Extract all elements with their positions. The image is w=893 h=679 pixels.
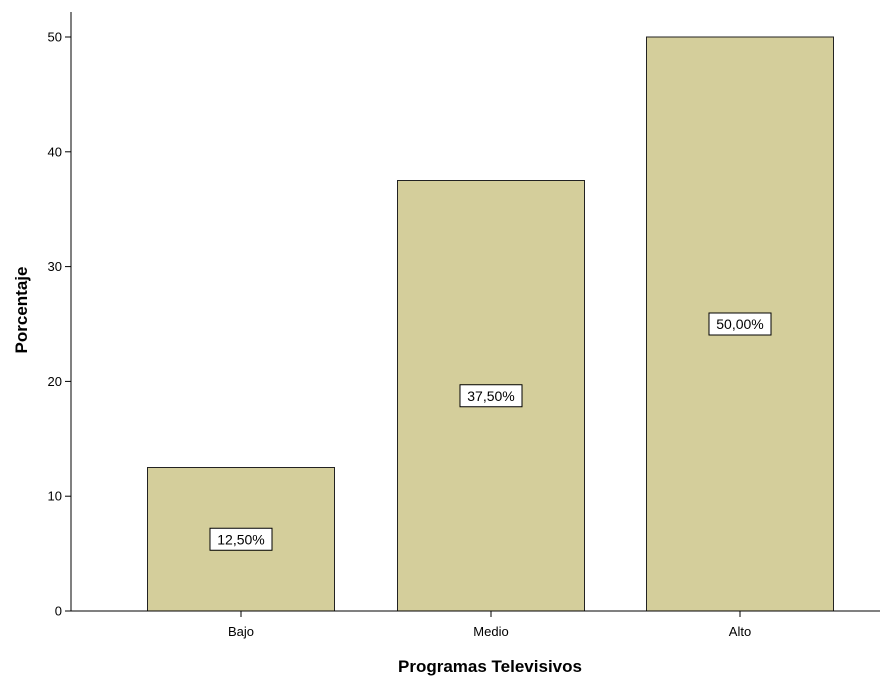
y-tick-label: 50 <box>48 30 62 45</box>
y-tick-label: 10 <box>48 489 62 504</box>
data-label-box <box>209 527 273 551</box>
data-label-box <box>708 312 772 336</box>
y-tick-label: 0 <box>55 604 62 619</box>
y-axis-ticks: 0 10 20 30 40 50 <box>48 30 71 619</box>
y-tick-label: 20 <box>48 374 62 389</box>
data-label-box <box>459 384 523 408</box>
data-label-text: 37,50% <box>467 388 514 404</box>
y-tick-label: 40 <box>48 144 62 159</box>
data-label-text: 50,00% <box>716 316 763 332</box>
x-tick-label: Medio <box>473 624 508 639</box>
x-axis-title: Programas Televisivos <box>398 657 582 676</box>
x-tick-label: Alto <box>729 624 751 639</box>
data-label-bajo: 12,50% <box>209 527 273 551</box>
data-label-text: 12,50% <box>217 531 264 547</box>
x-axis-ticks: Bajo Medio Alto <box>228 611 751 639</box>
y-tick-label: 30 <box>48 259 62 274</box>
y-axis-title: Porcentaje <box>12 267 31 354</box>
data-label-medio: 37,50% <box>459 384 523 408</box>
data-label-alto: 50,00% <box>708 312 772 336</box>
x-tick-label: Bajo <box>228 624 254 639</box>
data-labels-group: 12,50% 37,50% 50,00% <box>209 312 772 551</box>
